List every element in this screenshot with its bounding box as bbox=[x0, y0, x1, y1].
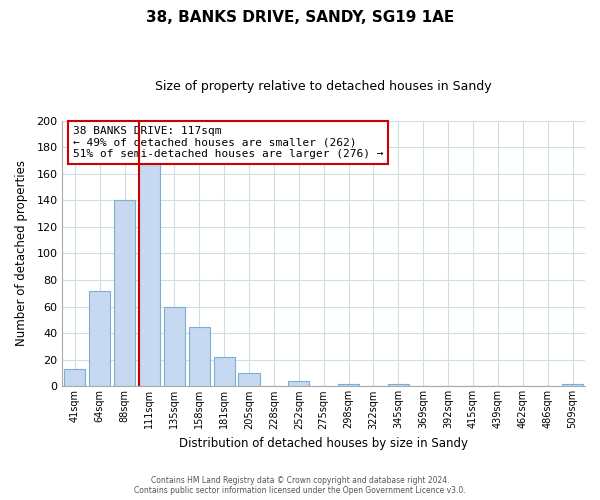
Bar bbox=[238, 373, 260, 386]
Bar bbox=[164, 306, 185, 386]
Bar bbox=[188, 326, 210, 386]
Bar bbox=[89, 290, 110, 386]
Bar bbox=[562, 384, 583, 386]
Text: 38, BANKS DRIVE, SANDY, SG19 1AE: 38, BANKS DRIVE, SANDY, SG19 1AE bbox=[146, 10, 454, 25]
Bar bbox=[214, 357, 235, 386]
Title: Size of property relative to detached houses in Sandy: Size of property relative to detached ho… bbox=[155, 80, 492, 93]
Y-axis label: Number of detached properties: Number of detached properties bbox=[15, 160, 28, 346]
X-axis label: Distribution of detached houses by size in Sandy: Distribution of detached houses by size … bbox=[179, 437, 468, 450]
Bar bbox=[114, 200, 135, 386]
Bar bbox=[338, 384, 359, 386]
Text: 38 BANKS DRIVE: 117sqm
← 49% of detached houses are smaller (262)
51% of semi-de: 38 BANKS DRIVE: 117sqm ← 49% of detached… bbox=[73, 126, 383, 159]
Text: Contains HM Land Registry data © Crown copyright and database right 2024.
Contai: Contains HM Land Registry data © Crown c… bbox=[134, 476, 466, 495]
Bar bbox=[139, 164, 160, 386]
Bar bbox=[288, 381, 310, 386]
Bar bbox=[64, 369, 85, 386]
Bar bbox=[388, 384, 409, 386]
